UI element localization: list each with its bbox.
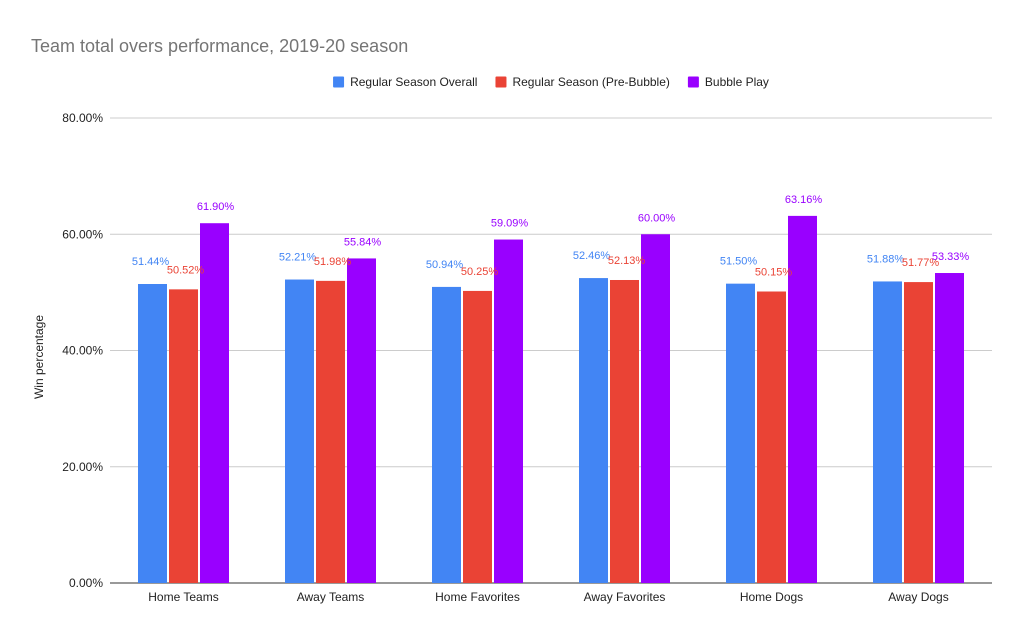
legend-item: Bubble Play bbox=[687, 75, 769, 89]
data-label: 52.13% bbox=[608, 255, 646, 267]
y-tick-label: 80.00% bbox=[62, 111, 103, 125]
x-tick-label: Away Teams bbox=[297, 590, 365, 604]
bar bbox=[873, 281, 902, 583]
legend-item: Regular Season Overall bbox=[333, 75, 477, 89]
legend-item: Regular Season (Pre-Bubble) bbox=[495, 75, 670, 89]
gridlines bbox=[110, 117, 992, 584]
data-labels: 51.44%50.52% 61.90% 52.21%51.98% 55.84% 50.9… bbox=[132, 194, 970, 279]
bar bbox=[316, 280, 345, 583]
legend-swatch bbox=[687, 76, 699, 88]
data-label: 50.52% bbox=[167, 264, 205, 276]
y-axis-label: Win percentage bbox=[32, 315, 46, 399]
data-label: 52.46% bbox=[573, 250, 611, 262]
data-label: 53.33% bbox=[932, 251, 970, 263]
bar bbox=[285, 279, 314, 583]
legend-swatch bbox=[333, 76, 345, 88]
y-tick-label: 60.00% bbox=[62, 227, 103, 241]
data-label: 50.94% bbox=[426, 259, 464, 271]
data-label: 51.44% bbox=[132, 256, 170, 268]
data-label: 63.16% bbox=[785, 194, 823, 206]
data-label: 51.77% bbox=[902, 257, 940, 269]
bar bbox=[138, 284, 167, 583]
data-label: 60.00% bbox=[638, 212, 676, 224]
bar bbox=[726, 283, 755, 583]
data-label: 51.98% bbox=[314, 256, 352, 268]
y-axis-ticks: 0.00% 20.00% 40.00% 60.00% 80.00% bbox=[62, 111, 103, 590]
y-tick-label: 0.00% bbox=[69, 576, 103, 590]
legend-label: Regular Season Overall bbox=[350, 75, 477, 89]
bar bbox=[641, 234, 670, 583]
data-label: 55.84% bbox=[344, 236, 382, 248]
bar bbox=[432, 286, 461, 583]
x-tick-label: Away Favorites bbox=[584, 590, 666, 604]
data-label: 59.09% bbox=[491, 218, 529, 230]
bar bbox=[579, 278, 608, 583]
y-tick-label: 40.00% bbox=[62, 344, 103, 358]
bars bbox=[138, 215, 964, 584]
bar bbox=[788, 215, 817, 583]
x-tick-label: Home Dogs bbox=[740, 590, 803, 604]
x-tick-label: Home Favorites bbox=[435, 590, 520, 604]
bar bbox=[463, 290, 492, 583]
data-label: 61.90% bbox=[197, 201, 235, 213]
bar bbox=[200, 223, 229, 584]
bar bbox=[935, 273, 964, 583]
y-tick-label: 20.00% bbox=[62, 460, 103, 474]
bar bbox=[757, 291, 786, 583]
data-label: 52.21% bbox=[279, 252, 317, 264]
bar bbox=[904, 282, 933, 583]
x-axis-ticks: Home Teams Away Teams Home Favorites Away F… bbox=[148, 590, 948, 604]
x-tick-label: Away Dogs bbox=[888, 590, 948, 604]
bar bbox=[494, 239, 523, 583]
data-label: 50.15% bbox=[755, 267, 793, 279]
chart-title: Team total overs performance, 2019-20 se… bbox=[31, 36, 408, 56]
bar bbox=[347, 258, 376, 583]
legend-label: Regular Season (Pre-Bubble) bbox=[512, 75, 669, 89]
legend-label: Bubble Play bbox=[705, 75, 769, 89]
bar bbox=[169, 289, 198, 583]
legend-swatch bbox=[495, 76, 507, 88]
bar bbox=[610, 279, 639, 583]
data-label: 50.25% bbox=[461, 266, 499, 278]
data-label: 51.50% bbox=[720, 256, 758, 268]
data-label: 51.88% bbox=[867, 253, 905, 265]
legend: Regular Season Overall Regular Season (Pr… bbox=[333, 75, 769, 89]
x-tick-label: Home Teams bbox=[148, 590, 218, 604]
